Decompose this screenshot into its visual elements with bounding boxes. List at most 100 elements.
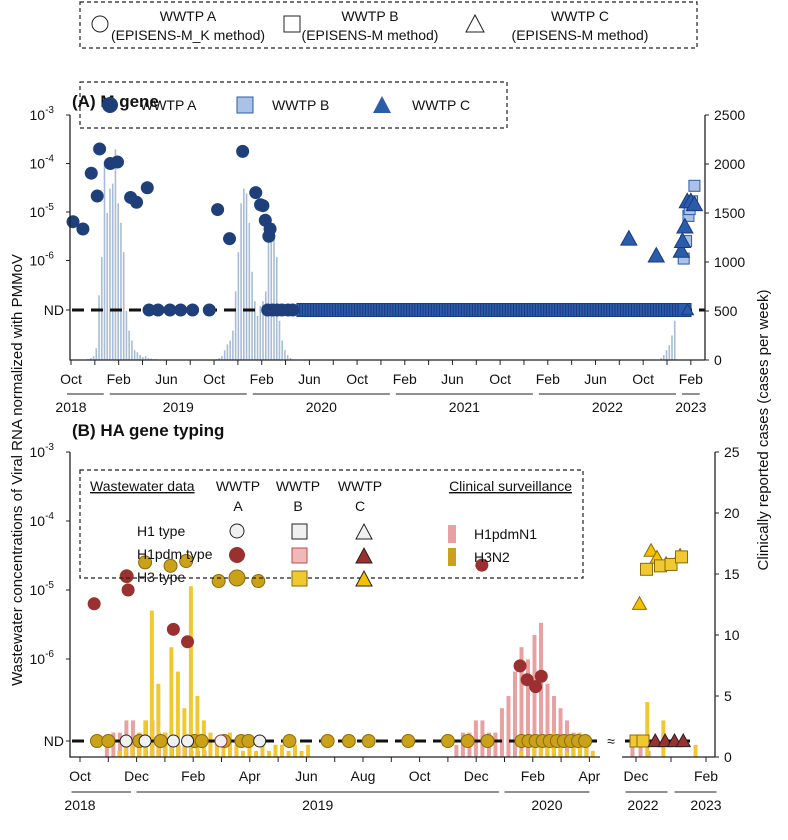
year-label: 2018 [64, 797, 95, 813]
x-tick-label: Dec [464, 768, 489, 784]
h3-wwtp-c-point [643, 542, 659, 557]
wwtp-a-point [110, 155, 124, 169]
x-tick-label: Apr [239, 768, 261, 784]
x-tick-label: Feb [679, 371, 703, 387]
wwtp-a-nd-point [286, 303, 300, 317]
panel-a-points [66, 142, 704, 317]
legend-a-method: (EPISENS-M_K method) [111, 27, 265, 43]
case-bar [630, 744, 635, 757]
legend-h1pdmn1: H1pdmN1 [474, 526, 537, 542]
legend-col-b: WWTP [276, 478, 320, 494]
legend-col-a: WWTP [216, 478, 260, 494]
y-axis-label-left: Wastewater concentrations of Viral RNA n… [9, 254, 26, 686]
year-label: 2019 [163, 399, 194, 415]
case-bar [571, 744, 576, 757]
right-tick-label: 10 [724, 627, 740, 643]
legend-clinical-title: Clinical surveillance [449, 478, 572, 494]
x-tick-label: Jun [584, 371, 607, 387]
left-tick-label: 10-4 [30, 154, 55, 172]
x-tick-label: Oct [69, 768, 91, 784]
case-bar [552, 696, 557, 757]
left-tick-label: 10-6 [30, 649, 55, 667]
right-tick-label: 0 [714, 352, 722, 368]
legend-h3n2: H3N2 [474, 549, 510, 565]
x-tick-label: Dec [624, 768, 649, 784]
wwtp-a-nd-point [142, 303, 156, 317]
case-bar [590, 750, 595, 757]
case-bar [104, 744, 109, 757]
legend-wwtp-a: WWTP A [140, 97, 197, 113]
case-bar [130, 744, 135, 757]
wwtp-c-point [673, 232, 692, 248]
case-bar [117, 732, 122, 757]
year-label: 2018 [55, 399, 86, 415]
h3-wwtp-a-nd-point [480, 734, 495, 748]
h1-wwtp-a-nd-point [138, 734, 152, 748]
h3-wwtp-b-point [664, 557, 678, 571]
legend-c-method: (EPISENS-M method) [512, 27, 649, 43]
triangle-icon [465, 13, 485, 33]
case-bar [584, 744, 589, 757]
case-bar [293, 744, 298, 757]
case-bar [195, 696, 200, 757]
year-label: 2022 [627, 797, 658, 813]
left-tick-label: 10-6 [30, 251, 55, 269]
right-tick-label: 5 [724, 688, 732, 704]
wwtp-a-nd-point [174, 303, 188, 317]
legend-col-a-letter: A [233, 498, 243, 514]
right-tick-label: 500 [714, 303, 738, 319]
h3-wwtp-a-nd-point [153, 734, 168, 748]
x-tick-label: Feb [521, 768, 545, 784]
left-tick-label: 10-3 [30, 105, 55, 123]
h1pdm-wwtp-a-point [534, 669, 548, 683]
panel-a-bars [84, 149, 676, 360]
case-bar [182, 708, 187, 757]
case-bar [499, 708, 504, 757]
legend-row-h3: H3 type [137, 569, 185, 585]
h3-wwtp-a-nd-point [101, 734, 116, 748]
wwtp-c-point [685, 195, 704, 212]
x-tick-label: Feb [181, 768, 205, 784]
x-tick-label: Dec [124, 768, 149, 784]
h3-wwtp-c-point [631, 595, 648, 610]
h1-wwtp-a-nd-point [166, 734, 180, 748]
wwtp-a-point [256, 199, 270, 213]
x-tick-label: Oct [203, 371, 225, 387]
x-tick-label: Apr [579, 768, 601, 784]
wwtp-a-point [211, 203, 225, 217]
h1pdm-wwtp-c-nd-point [657, 732, 673, 748]
y-axis-label-right: Clinically reported cases (cases per wee… [755, 290, 772, 571]
h3-wwtp-a-nd-point [194, 734, 209, 748]
wwtp-c-point [620, 229, 638, 246]
legend-row-h1pdm: H1pdm type [137, 546, 213, 562]
legend-c: WWTP C [551, 8, 609, 24]
case-bar [638, 744, 643, 757]
x-tick-label: Aug [351, 768, 376, 784]
x-tick-label: Jun [441, 371, 464, 387]
h3-wwtp-a-nd-point [460, 734, 475, 748]
case-bar [538, 744, 543, 757]
case-bar [234, 744, 239, 757]
right-tick-label: 1000 [714, 254, 745, 270]
h1-wwtp-a-nd-point [253, 734, 267, 748]
panel-b-bars [104, 586, 698, 757]
h1pdm-wwtp-a-point [87, 597, 101, 611]
case-bar [117, 750, 122, 757]
right-tick-label: 2500 [714, 107, 745, 123]
left-tick-label: 10-4 [30, 511, 55, 529]
year-label: 2020 [306, 399, 337, 415]
case-bar [214, 738, 219, 757]
year-label: 2022 [592, 399, 623, 415]
year-label: 2023 [675, 399, 706, 415]
case-bar [273, 744, 278, 757]
wwtp-a-point [223, 232, 237, 246]
h3-wwtp-a-nd-point [361, 734, 376, 748]
case-bar [532, 635, 537, 757]
legend-a: WWTP A [160, 8, 217, 24]
right-tick-label: 2000 [714, 156, 745, 172]
x-tick-label: Feb [393, 371, 417, 387]
h1pdm-wwtp-c-nd-point [647, 732, 664, 748]
legend-col-b-letter: B [293, 498, 302, 514]
h3-wwtp-a-nd-point [241, 734, 256, 748]
case-bar [286, 750, 291, 757]
